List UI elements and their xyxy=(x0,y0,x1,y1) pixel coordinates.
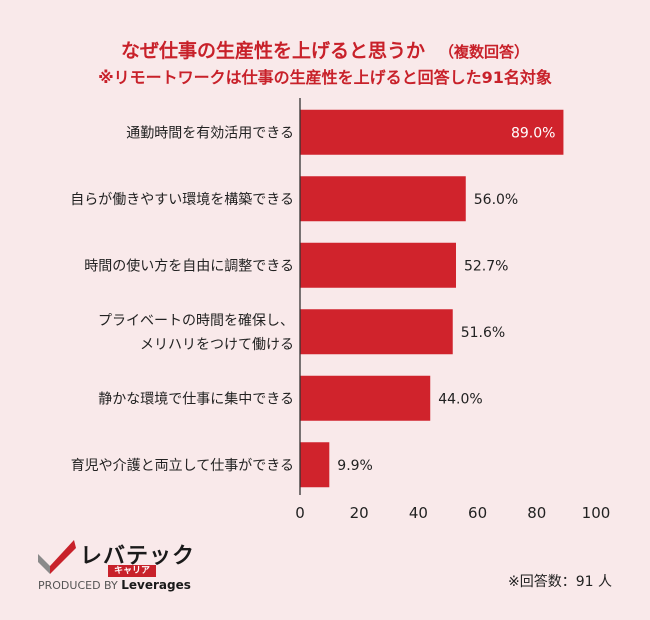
category-label-3-1: メリハリをつけて働ける xyxy=(140,337,294,353)
logo-tag: キャリア xyxy=(108,565,157,577)
chart-title-main: なぜ仕事の生産性を上げると思うか xyxy=(120,40,425,62)
chart-subtitle: ※リモートワークは仕事の生産性を上げると回答した91名対象 xyxy=(98,68,552,87)
chart-title: なぜ仕事の生産性を上げると思うか （複数回答） xyxy=(0,36,650,63)
bar-2 xyxy=(300,242,456,288)
brand-name: Leverages xyxy=(121,578,191,592)
logo-text: レバテック xyxy=(80,544,196,569)
category-label-0: 通勤時間を有効活用できる xyxy=(126,125,294,141)
chart-title-sub: （複数回答） xyxy=(439,43,530,61)
brand-logo: レバテック キャリア PRODUCED BY Leverages xyxy=(38,538,228,594)
bar-5 xyxy=(300,442,330,488)
produced-by: PRODUCED BY Leverages xyxy=(38,578,191,592)
x-tick-label-4: 80 xyxy=(527,504,546,522)
x-tick-label-2: 40 xyxy=(409,504,428,522)
produced-by-label: PRODUCED BY xyxy=(38,579,118,592)
bar-1 xyxy=(300,176,466,222)
x-tick-label-1: 20 xyxy=(350,504,369,522)
bar-value-label-2: 52.7% xyxy=(464,258,508,274)
bar-value-label-5: 9.9% xyxy=(337,458,373,474)
category-label-4: 静かな環境で仕事に集中できる xyxy=(98,390,294,407)
category-label-5: 育児や介護と両立して仕事ができる xyxy=(71,458,294,474)
bar-3 xyxy=(300,309,453,355)
respondent-note: ※回答数：91 人 xyxy=(508,574,612,590)
bar-value-label-4: 44.0% xyxy=(438,391,482,407)
bar-0 xyxy=(300,109,564,155)
bar-value-label-1: 56.0% xyxy=(474,192,518,208)
bar-value-label-3: 51.6% xyxy=(461,325,505,341)
x-tick-label-5: 100 xyxy=(582,504,611,522)
x-tick-label-3: 60 xyxy=(468,504,487,522)
bar-value-label-0: 89.0% xyxy=(511,125,555,141)
bar-4 xyxy=(300,375,431,421)
check-mark-icon xyxy=(38,540,76,574)
bar-chart: 89.0% 通勤時間を有効活用できる 56.0% 自らが働きやすい環境を構築できる 52… xyxy=(70,98,611,522)
x-tick-label-0: 0 xyxy=(295,504,305,522)
category-label-1: 自らが働きやすい環境を構築できる xyxy=(70,192,294,208)
category-label-2: 時間の使い方を自由に調整できる xyxy=(84,257,294,274)
category-label-3-0: プライベートの時間を確保し、 xyxy=(98,313,294,329)
